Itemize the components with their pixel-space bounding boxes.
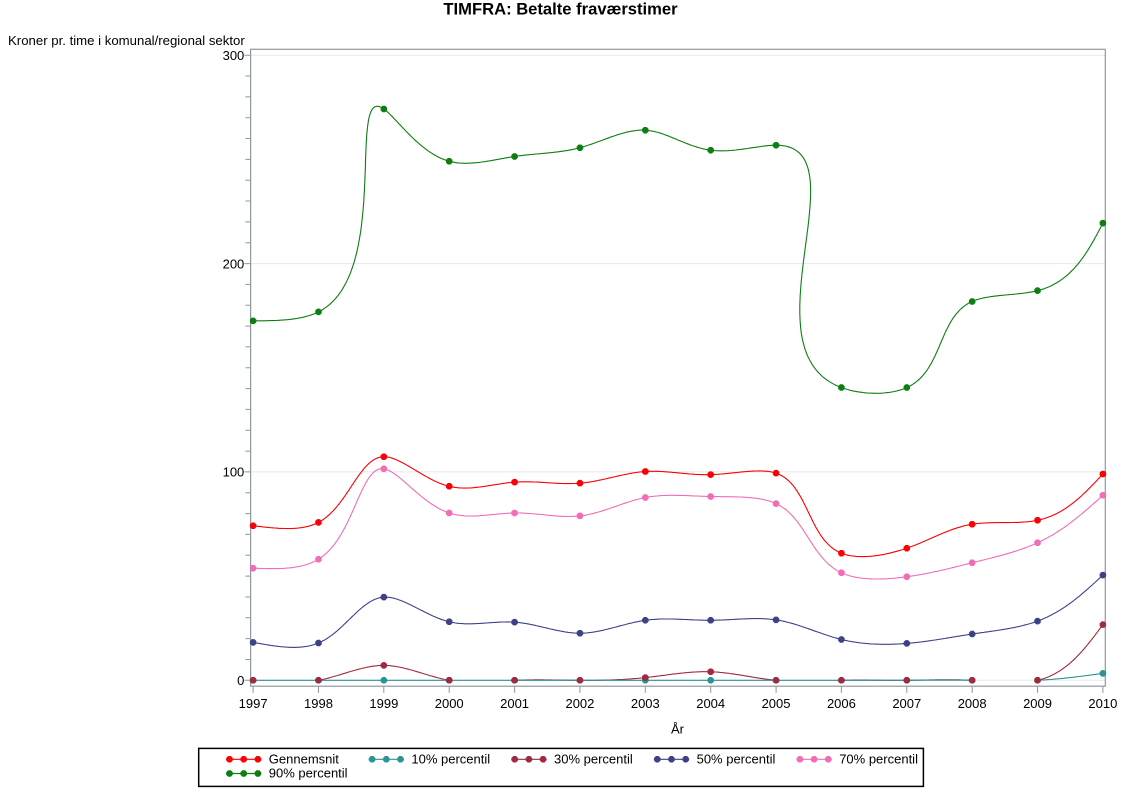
svg-text:2003: 2003 (631, 696, 660, 711)
svg-text:10% percentil: 10% percentil (411, 752, 490, 767)
svg-text:Gennemsnit: Gennemsnit (269, 752, 339, 767)
svg-text:2001: 2001 (500, 696, 529, 711)
svg-text:2007: 2007 (892, 696, 921, 711)
svg-text:2009: 2009 (1023, 696, 1052, 711)
svg-text:2004: 2004 (696, 696, 725, 711)
svg-text:300: 300 (223, 48, 245, 63)
svg-text:30% percentil: 30% percentil (554, 752, 633, 767)
svg-text:1999: 1999 (369, 696, 398, 711)
svg-text:2005: 2005 (762, 696, 791, 711)
svg-text:Kroner pr. time i komunal/regi: Kroner pr. time i komunal/regional sekto… (8, 33, 245, 48)
svg-text:50% percentil: 50% percentil (697, 752, 776, 767)
svg-text:2006: 2006 (827, 696, 856, 711)
svg-text:1998: 1998 (304, 696, 333, 711)
svg-text:2002: 2002 (565, 696, 594, 711)
svg-text:2010: 2010 (1088, 696, 1117, 711)
svg-text:90% percentil: 90% percentil (269, 766, 348, 781)
svg-text:100: 100 (223, 465, 245, 480)
svg-text:200: 200 (223, 256, 245, 271)
svg-text:1997: 1997 (239, 696, 268, 711)
svg-text:2008: 2008 (958, 696, 987, 711)
svg-text:TIMFRA: Betalte fraværstimer: TIMFRA: Betalte fraværstimer (443, 0, 678, 19)
svg-text:2000: 2000 (435, 696, 464, 711)
svg-text:0: 0 (237, 673, 244, 688)
svg-text:År: År (671, 722, 685, 737)
svg-text:70% percentil: 70% percentil (839, 752, 918, 767)
